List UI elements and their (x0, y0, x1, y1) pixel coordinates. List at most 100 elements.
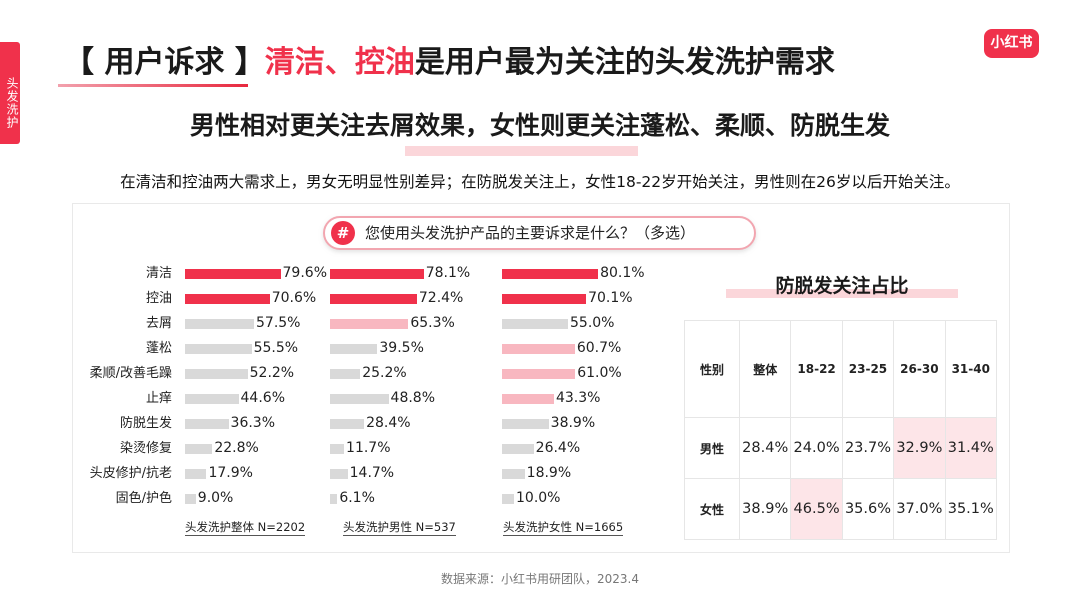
bar (330, 419, 365, 429)
bar (185, 469, 207, 479)
question-text: 您使用头发洗护产品的主要诉求是什么？（多选） (365, 224, 696, 242)
category-label: 清洁 (145, 266, 172, 281)
bar (502, 319, 568, 329)
subtitle-highlight-band (405, 146, 638, 156)
bar (330, 394, 389, 404)
table-cell: 28.4% (738, 417, 792, 479)
category-label: 去屑 (145, 316, 172, 331)
bar (502, 269, 599, 279)
title-prefix: 【 用户诉求 】 (64, 45, 265, 80)
bar (502, 469, 525, 479)
category-label: 防脱生发 (119, 416, 172, 431)
bar (185, 294, 270, 304)
bar-value-label: 14.7% (349, 465, 395, 481)
category-label: 头皮修护/抗老 (89, 466, 172, 481)
title-highlight: 清洁、控油 (264, 45, 415, 80)
bar-value-label: 10.0% (516, 490, 561, 506)
bar-value-label: 26.4% (535, 440, 581, 456)
table-header-row: 性别 整体 18-22 23-25 26-30 31-40 (684, 320, 998, 418)
side-section-tab: 头发洗护 (0, 42, 20, 144)
bar-value-label: 65.3% (410, 315, 455, 331)
category-label: 染烫修复 (119, 441, 172, 456)
table-cell-highlighted: 46.5% (790, 478, 843, 540)
bar-value-label: 11.7% (346, 440, 391, 456)
bar (330, 369, 361, 379)
series-label: 头发洗护男性 N=537 (343, 520, 456, 536)
bar (185, 269, 281, 279)
bar-value-label: 39.5% (379, 340, 424, 356)
bar (185, 369, 248, 379)
series-label: 头发洗护整体 N=2202 (185, 520, 306, 536)
bar-value-label: 17.9% (208, 465, 253, 481)
bar (185, 444, 213, 454)
bar-value-label: 22.8% (214, 440, 259, 456)
bar-value-label: 78.1% (425, 265, 471, 281)
title-suffix: 是用户最为关注的头发洗护需求 (414, 45, 835, 80)
bar (330, 319, 409, 329)
hash-icon: # (331, 221, 355, 245)
bar-value-label: 28.4% (366, 415, 411, 431)
bar-value-label: 48.8% (390, 390, 436, 406)
bar-value-label: 52.2% (249, 365, 295, 381)
table-title: 防脱发关注占比 (775, 275, 909, 297)
description: 在清洁和控油两大需求上，男女无明显性别差异；在防脱发关注上，女性18-22岁开始… (120, 173, 960, 191)
bar-value-label: 44.6% (240, 390, 285, 406)
bar (185, 419, 229, 429)
table-cell-highlighted: 32.9% (893, 417, 946, 479)
category-label: 控油 (145, 291, 172, 306)
table-cell: 38.9% (738, 478, 792, 540)
bar (185, 344, 252, 354)
table-title-band (726, 289, 958, 298)
bar-value-label: 43.3% (555, 390, 601, 406)
table-header-cell: 18-22 (790, 320, 843, 418)
table-cell: 35.1% (944, 478, 998, 540)
bar (502, 419, 549, 429)
table-row-label: 女性 (684, 478, 740, 540)
table-cell: 24.0% (790, 417, 843, 479)
table-header-cell: 整体 (738, 320, 792, 418)
hair-loss-age-table: 性别 整体 18-22 23-25 26-30 31-40 男性 28.4% 2… (684, 320, 998, 540)
table-header-cell: 23-25 (841, 320, 895, 418)
table-header-cell: 26-30 (893, 320, 946, 418)
table-row-label: 男性 (684, 417, 740, 479)
category-label: 止痒 (145, 391, 172, 406)
bar-value-label: 70.6% (271, 290, 317, 306)
bar (502, 444, 534, 454)
bar-value-label: 18.9% (526, 465, 572, 481)
bar-value-label: 57.5% (256, 315, 301, 331)
bar (330, 469, 348, 479)
page-title: 【 用户诉求 】清洁、控油是用户最为关注的头发洗护需求 (64, 40, 835, 86)
question-pill: # 您使用头发洗护产品的主要诉求是什么？（多选） (323, 216, 756, 250)
bar (330, 444, 345, 454)
bar (330, 269, 424, 279)
table-header-cell: 31-40 (944, 320, 998, 418)
table-cell: 37.0% (893, 478, 946, 540)
subtitle: 男性相对更关注去屑效果，女性则更关注蓬松、柔顺、防脱生发 (189, 111, 890, 140)
bar-value-label: 60.7% (576, 340, 622, 356)
bar (502, 369, 576, 379)
bar-value-label: 9.0% (197, 490, 234, 506)
bar-value-label: 25.2% (362, 365, 407, 381)
bar-value-label: 61.0% (577, 365, 622, 381)
bar (330, 294, 417, 304)
data-source: 数据来源：小红书用研团队，2023.4 (441, 572, 639, 586)
bar-value-label: 79.6% (282, 265, 327, 281)
bar (185, 319, 254, 329)
bar (330, 344, 378, 354)
bar-value-label: 36.3% (230, 415, 276, 431)
table-row-male: 男性 28.4% 24.0% 23.7% 32.9% 31.4% (684, 417, 998, 479)
table-cell: 35.6% (841, 478, 895, 540)
series-label: 头发洗护女性 N=1665 (503, 520, 624, 536)
table-cell: 23.7% (841, 417, 895, 479)
table-cell-highlighted: 31.4% (944, 417, 998, 479)
bar-value-label: 55.5% (253, 340, 299, 356)
bar (502, 394, 554, 404)
bar (330, 494, 338, 504)
category-label: 固色/护色 (115, 491, 172, 506)
title-underline (58, 84, 248, 87)
bar-value-label: 72.4% (418, 290, 464, 306)
xiaohongshu-logo: 小红书 (984, 29, 1039, 58)
category-label: 柔顺/改善毛躁 (89, 366, 172, 381)
table-header-cell: 性别 (684, 320, 740, 418)
bar (502, 294, 587, 304)
